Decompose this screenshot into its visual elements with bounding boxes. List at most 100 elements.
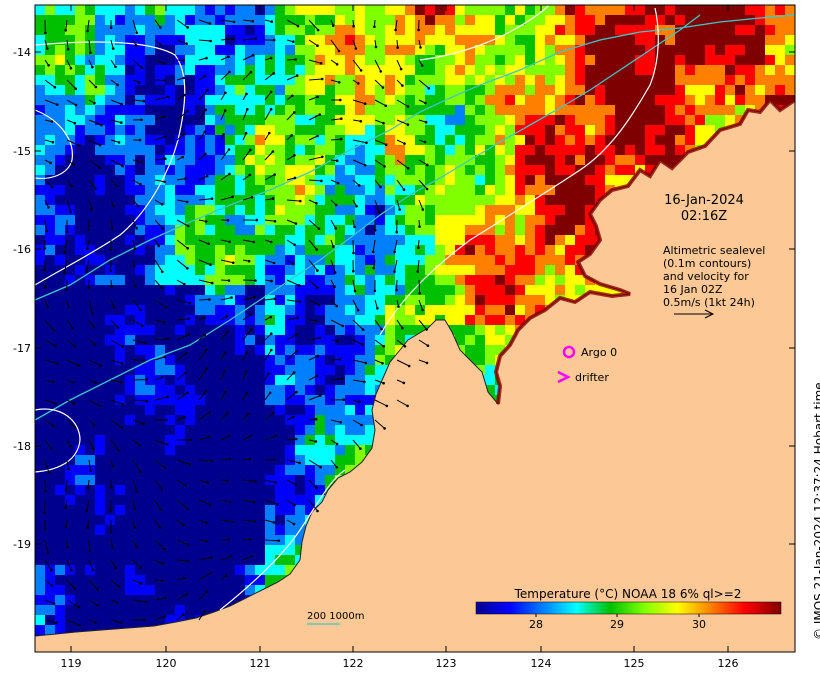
sst-cell — [75, 275, 86, 286]
sst-cell — [335, 365, 346, 376]
sst-cell — [585, 155, 596, 166]
sst-cell — [125, 505, 136, 516]
sst-cell — [745, 65, 756, 76]
sst-cell — [265, 445, 276, 456]
sst-cell — [255, 335, 266, 346]
sst-cell — [705, 85, 716, 96]
sst-cell — [375, 245, 386, 256]
sst-cell — [635, 95, 646, 106]
sst-cell — [125, 525, 136, 536]
velocity-arrow-head — [44, 31, 47, 35]
sst-cell — [325, 475, 336, 486]
sst-cell — [375, 345, 386, 356]
sst-cell — [465, 225, 476, 236]
sst-cell — [515, 265, 526, 276]
sst-cell — [325, 75, 336, 86]
sst-cell — [185, 215, 196, 226]
sst-cell — [615, 85, 626, 96]
sst-cell — [345, 205, 356, 216]
sst-cell — [435, 125, 446, 136]
sst-cell — [165, 455, 176, 466]
sst-cell — [235, 295, 246, 306]
sst-cell — [325, 165, 336, 176]
sst-cell — [145, 5, 156, 16]
sst-cell — [225, 25, 236, 36]
sst-cell — [115, 435, 126, 446]
sst-cell — [145, 145, 156, 156]
sst-cell — [595, 135, 606, 146]
sst-cell — [255, 35, 266, 46]
sst-cell — [75, 405, 86, 416]
sst-cell — [315, 335, 326, 346]
sst-cell — [95, 325, 106, 336]
sst-cell — [35, 585, 46, 596]
sst-cell — [65, 85, 76, 96]
sst-cell — [95, 15, 106, 26]
sealevel-contour — [35, 109, 73, 180]
sst-cell — [365, 205, 376, 216]
sst-cell — [95, 5, 106, 16]
sst-cell — [535, 225, 546, 236]
sst-cell — [495, 215, 506, 226]
sst-cell — [155, 315, 166, 326]
sst-cell — [145, 435, 156, 446]
sst-cell — [155, 55, 166, 66]
sst-cell — [295, 75, 306, 86]
sst-cell — [605, 175, 616, 186]
sst-cell — [575, 115, 586, 126]
sst-cell — [105, 55, 116, 66]
sst-cell — [595, 145, 606, 156]
sst-cell — [575, 215, 586, 226]
sst-cell — [355, 365, 366, 376]
sst-cell — [245, 495, 256, 506]
sst-cell — [225, 155, 236, 166]
sst-cell — [275, 225, 286, 236]
sst-cell — [135, 555, 146, 566]
sst-cell — [275, 415, 286, 426]
sst-cell — [515, 175, 526, 186]
sst-cell — [315, 425, 326, 436]
sst-cell — [35, 535, 46, 546]
sst-cell — [335, 295, 346, 306]
sst-cell — [55, 65, 66, 76]
sst-cell — [285, 265, 296, 276]
velocity-arrow-head — [352, 24, 355, 28]
sst-cell — [155, 65, 166, 76]
velocity-arrow — [110, 39, 114, 49]
sst-cell — [365, 175, 376, 186]
sst-cell — [175, 75, 186, 86]
sst-cell — [345, 245, 356, 256]
sst-cell — [785, 65, 795, 76]
sst-cell — [275, 185, 286, 196]
sst-cell — [165, 185, 176, 196]
sst-cell — [115, 475, 126, 486]
sst-cell — [155, 5, 166, 16]
sst-cell — [235, 245, 246, 256]
sst-cell — [285, 145, 296, 156]
sst-cell — [645, 125, 656, 136]
sst-cell — [565, 205, 576, 216]
sst-cell — [35, 265, 46, 276]
sst-cell — [225, 375, 236, 386]
sst-cell — [535, 5, 546, 16]
sst-cell — [565, 15, 576, 26]
sst-cell — [495, 85, 506, 96]
sst-cell — [565, 175, 576, 186]
sst-cell — [235, 185, 246, 196]
sst-cell — [355, 395, 366, 406]
sst-cell — [215, 395, 226, 406]
sst-cell — [335, 435, 346, 446]
sst-cell — [365, 215, 376, 226]
sst-cell — [625, 75, 636, 86]
sst-cell — [185, 525, 196, 536]
sst-cell — [115, 165, 126, 176]
sst-cell — [555, 115, 566, 126]
sst-cell — [255, 105, 266, 116]
sst-cell — [425, 215, 436, 226]
sst-cell — [115, 285, 126, 296]
sst-cell — [85, 55, 96, 66]
sst-cell — [225, 425, 236, 436]
sst-cell — [515, 315, 526, 326]
sst-cell — [95, 615, 106, 626]
sst-cell — [95, 205, 106, 216]
